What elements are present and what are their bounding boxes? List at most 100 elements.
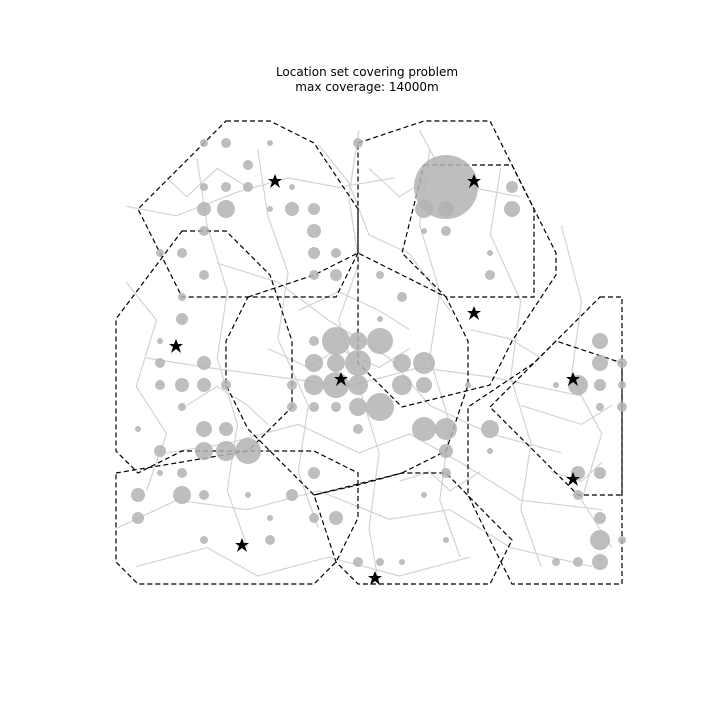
demand-point bbox=[173, 486, 191, 504]
demand-point bbox=[353, 138, 363, 148]
coverage-area-north bbox=[357, 120, 557, 408]
demand-point bbox=[592, 333, 608, 349]
facility-star-icon bbox=[235, 538, 249, 552]
facility-stars bbox=[169, 174, 580, 585]
demand-point bbox=[157, 338, 163, 344]
demand-point bbox=[177, 468, 187, 478]
demand-point bbox=[286, 489, 298, 501]
demand-point bbox=[376, 271, 384, 279]
demand-point bbox=[221, 138, 231, 148]
demand-point bbox=[154, 445, 166, 457]
demand-point bbox=[349, 332, 367, 350]
street-segment bbox=[317, 144, 451, 311]
street-segment bbox=[520, 404, 613, 426]
facility-star-icon bbox=[169, 339, 183, 353]
coverage-area-center bbox=[225, 252, 469, 496]
demand-point bbox=[309, 270, 319, 280]
street-segment bbox=[489, 168, 542, 567]
demand-point bbox=[196, 421, 212, 437]
demand-point bbox=[289, 184, 295, 190]
demand-point bbox=[265, 535, 275, 545]
demand-point bbox=[178, 403, 186, 411]
demand-point bbox=[216, 441, 236, 461]
coverage-area-east bbox=[489, 340, 623, 496]
demand-point bbox=[267, 140, 273, 146]
street-segment bbox=[166, 167, 248, 198]
street-segment bbox=[196, 158, 249, 548]
demand-point bbox=[199, 270, 209, 280]
demand-point bbox=[155, 358, 165, 368]
demand-point bbox=[397, 292, 407, 302]
demand-point bbox=[157, 470, 163, 476]
demand-point bbox=[200, 183, 208, 191]
demand-point bbox=[287, 402, 297, 412]
demand-point bbox=[594, 512, 606, 524]
demand-point bbox=[377, 316, 383, 322]
demand-point bbox=[596, 403, 604, 411]
demand-point bbox=[353, 424, 363, 434]
facility-star-icon bbox=[467, 306, 481, 320]
demand-point bbox=[504, 201, 520, 217]
demand-point bbox=[441, 226, 451, 236]
demand-point bbox=[221, 380, 231, 390]
demand-point bbox=[307, 224, 321, 238]
demand-point bbox=[348, 375, 368, 395]
chart-title-line-1: Location set covering problem bbox=[276, 65, 458, 79]
demand-point bbox=[197, 356, 211, 370]
facility-star-icon bbox=[467, 174, 481, 188]
demand-point bbox=[309, 402, 319, 412]
demand-point bbox=[245, 492, 251, 498]
demand-point bbox=[594, 379, 606, 391]
demand-point bbox=[308, 467, 320, 479]
demand-point bbox=[592, 554, 608, 570]
demand-point bbox=[155, 380, 165, 390]
demand-point bbox=[485, 270, 495, 280]
demand-point bbox=[441, 468, 451, 478]
demand-point bbox=[175, 378, 189, 392]
demand-point bbox=[132, 512, 144, 524]
demand-point bbox=[176, 313, 188, 325]
street-segment bbox=[166, 423, 602, 511]
demand-point bbox=[309, 336, 319, 346]
demand-point bbox=[439, 444, 453, 458]
demand-point bbox=[131, 488, 145, 502]
demand-point bbox=[235, 438, 261, 464]
demand-point bbox=[506, 181, 518, 193]
demand-point bbox=[590, 530, 610, 550]
demand-point bbox=[573, 557, 583, 567]
demand-point bbox=[367, 328, 393, 354]
demand-point bbox=[618, 536, 626, 544]
demand-point bbox=[322, 327, 350, 355]
facility-star-icon bbox=[566, 372, 580, 386]
demand-point bbox=[345, 350, 371, 376]
demand-point bbox=[197, 202, 211, 216]
coverage-area-far-east bbox=[467, 296, 623, 585]
chart-title-line-2: max coverage: 14000m bbox=[295, 80, 438, 94]
demand-point bbox=[267, 206, 273, 212]
demand-point bbox=[327, 354, 345, 372]
demand-point bbox=[617, 402, 627, 412]
demand-point bbox=[594, 467, 606, 479]
street-segment bbox=[257, 149, 319, 529]
demand-point bbox=[399, 559, 405, 565]
demand-point bbox=[573, 490, 583, 500]
demand-point bbox=[195, 442, 213, 460]
demand-point bbox=[156, 249, 164, 257]
street-network bbox=[115, 130, 613, 586]
demand-point bbox=[178, 293, 186, 301]
demand-point bbox=[366, 393, 394, 421]
demand-point bbox=[412, 417, 436, 441]
demand-point bbox=[618, 381, 626, 389]
street-segment bbox=[551, 461, 603, 482]
demand-point bbox=[435, 418, 457, 440]
demand-point bbox=[200, 139, 208, 147]
demand-point bbox=[349, 398, 367, 416]
demand-point bbox=[199, 226, 209, 236]
demand-point bbox=[443, 537, 449, 543]
demand-point bbox=[308, 203, 320, 215]
facility-star-icon bbox=[334, 372, 348, 386]
demand-point bbox=[392, 375, 412, 395]
demand-point bbox=[285, 202, 299, 216]
street-segment bbox=[115, 490, 592, 568]
